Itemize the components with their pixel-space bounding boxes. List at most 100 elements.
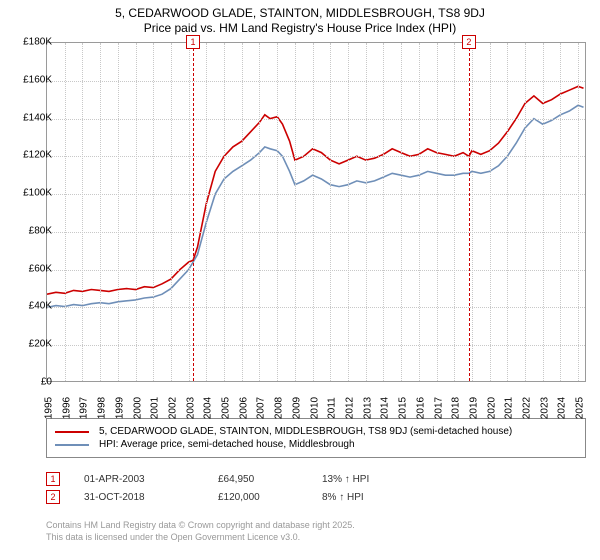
event-marker-line xyxy=(469,43,470,381)
x-tick-label: 2003 xyxy=(185,397,196,419)
y-tick-label: £80K xyxy=(8,225,52,236)
gridline-vertical xyxy=(259,43,260,381)
x-tick-label: 2009 xyxy=(291,397,302,419)
gridline-vertical xyxy=(419,43,420,381)
x-tick-label: 2010 xyxy=(309,397,320,419)
gridline-vertical xyxy=(295,43,296,381)
gridline-vertical xyxy=(472,43,473,381)
event-price: £64,950 xyxy=(218,474,298,485)
event-row: 1 01-APR-2003 £64,950 13% ↑ HPI xyxy=(46,472,586,486)
gridline-horizontal xyxy=(47,270,585,271)
gridline-vertical xyxy=(277,43,278,381)
x-tick-label: 2012 xyxy=(344,397,355,419)
gridline-vertical xyxy=(366,43,367,381)
x-tick-label: 2025 xyxy=(575,397,586,419)
gridline-vertical xyxy=(437,43,438,381)
y-tick-label: £120K xyxy=(8,150,52,161)
event-row: 2 31-OCT-2018 £120,000 8% ↑ HPI xyxy=(46,490,586,504)
gridline-vertical xyxy=(118,43,119,381)
x-tick-label: 2019 xyxy=(468,397,479,419)
y-tick-label: £100K xyxy=(8,188,52,199)
gridline-horizontal xyxy=(47,194,585,195)
x-tick-label: 2021 xyxy=(504,397,515,419)
x-tick-label: 1997 xyxy=(79,397,90,419)
gridline-horizontal xyxy=(47,156,585,157)
gridline-vertical xyxy=(189,43,190,381)
x-tick-label: 2023 xyxy=(539,397,550,419)
plot-region: 12 xyxy=(46,42,586,382)
x-tick-label: 1999 xyxy=(114,397,125,419)
event-delta: 8% ↑ HPI xyxy=(322,492,364,503)
footer-licence: This data is licensed under the Open Gov… xyxy=(46,532,586,544)
events-table: 1 01-APR-2003 £64,950 13% ↑ HPI 2 31-OCT… xyxy=(46,468,586,508)
y-tick-label: £20K xyxy=(8,339,52,350)
gridline-vertical xyxy=(383,43,384,381)
x-tick-label: 1998 xyxy=(97,397,108,419)
gridline-vertical xyxy=(65,43,66,381)
gridline-vertical xyxy=(313,43,314,381)
x-tick-label: 2016 xyxy=(415,397,426,419)
gridline-vertical xyxy=(454,43,455,381)
gridline-horizontal xyxy=(47,307,585,308)
x-tick-label: 2000 xyxy=(132,397,143,419)
event-badge: 1 xyxy=(46,472,60,486)
gridline-vertical xyxy=(525,43,526,381)
legend: 5, CEDARWOOD GLADE, STAINTON, MIDDLESBRO… xyxy=(46,418,586,458)
gridline-vertical xyxy=(330,43,331,381)
event-delta: 13% ↑ HPI xyxy=(322,474,369,485)
gridline-vertical xyxy=(171,43,172,381)
event-price: £120,000 xyxy=(218,492,298,503)
legend-item: 5, CEDARWOOD GLADE, STAINTON, MIDDLESBRO… xyxy=(55,426,577,437)
title-address: 5, CEDARWOOD GLADE, STAINTON, MIDDLESBRO… xyxy=(10,6,590,20)
x-tick-label: 2004 xyxy=(203,397,214,419)
y-tick-label: £180K xyxy=(8,37,52,48)
x-tick-label: 2017 xyxy=(433,397,444,419)
x-tick-label: 2014 xyxy=(380,397,391,419)
gridline-vertical xyxy=(348,43,349,381)
x-tick-label: 2007 xyxy=(256,397,267,419)
event-date: 01-APR-2003 xyxy=(84,474,194,485)
gridline-vertical xyxy=(401,43,402,381)
event-marker-line xyxy=(193,43,194,381)
x-tick-label: 1995 xyxy=(44,397,55,419)
legend-item: HPI: Average price, semi-detached house,… xyxy=(55,439,577,450)
event-badge: 2 xyxy=(46,490,60,504)
gridline-vertical xyxy=(153,43,154,381)
x-tick-label: 2005 xyxy=(221,397,232,419)
gridline-vertical xyxy=(206,43,207,381)
x-tick-label: 2013 xyxy=(362,397,373,419)
event-marker-badge: 1 xyxy=(186,35,200,49)
x-tick-label: 2006 xyxy=(238,397,249,419)
legend-label: HPI: Average price, semi-detached house,… xyxy=(99,439,355,450)
x-tick-label: 2001 xyxy=(150,397,161,419)
x-tick-label: 2022 xyxy=(522,397,533,419)
gridline-vertical xyxy=(560,43,561,381)
gridline-vertical xyxy=(507,43,508,381)
y-tick-label: £160K xyxy=(8,74,52,85)
x-tick-label: 2011 xyxy=(327,397,338,419)
gridline-vertical xyxy=(242,43,243,381)
gridline-vertical xyxy=(136,43,137,381)
y-tick-label: £140K xyxy=(8,112,52,123)
gridline-horizontal xyxy=(47,232,585,233)
y-tick-label: £0 xyxy=(8,377,52,388)
gridline-horizontal xyxy=(47,119,585,120)
title-block: 5, CEDARWOOD GLADE, STAINTON, MIDDLESBRO… xyxy=(0,0,600,37)
x-tick-label: 2018 xyxy=(451,397,462,419)
event-marker-badge: 2 xyxy=(462,35,476,49)
x-tick-label: 2015 xyxy=(398,397,409,419)
event-date: 31-OCT-2018 xyxy=(84,492,194,503)
title-subtitle: Price paid vs. HM Land Registry's House … xyxy=(10,21,590,35)
footer: Contains HM Land Registry data © Crown c… xyxy=(46,520,586,543)
x-tick-label: 2002 xyxy=(167,397,178,419)
series-hpi xyxy=(47,105,584,307)
x-tick-label: 2024 xyxy=(557,397,568,419)
y-tick-label: £40K xyxy=(8,301,52,312)
y-tick-label: £60K xyxy=(8,263,52,274)
gridline-vertical xyxy=(224,43,225,381)
x-tick-label: 2008 xyxy=(274,397,285,419)
gridline-vertical xyxy=(490,43,491,381)
gridline-vertical xyxy=(82,43,83,381)
legend-swatch xyxy=(55,444,89,446)
chart-area: 12 xyxy=(46,42,586,402)
